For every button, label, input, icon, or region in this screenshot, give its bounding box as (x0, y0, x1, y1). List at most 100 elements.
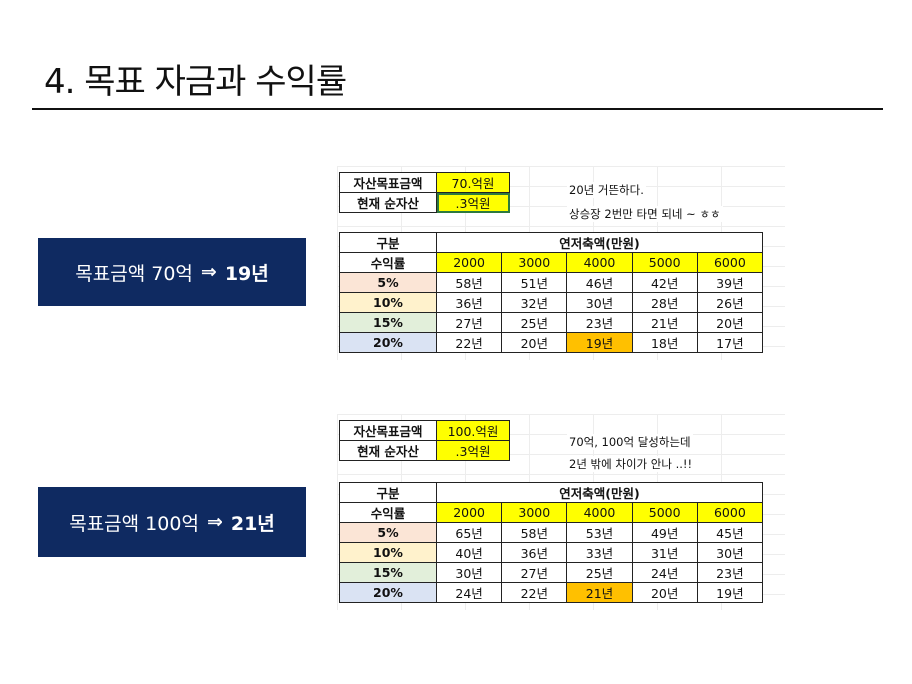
table-row: 15% 27년 25년 23년 21년 20년 (339, 312, 764, 333)
note-line-1: 20년 거뜬하다. (567, 182, 646, 198)
table-cell[interactable]: 32년 (501, 292, 568, 313)
asset-value-cell[interactable]: .3억원 (436, 192, 510, 213)
table-cell[interactable]: 20년 (501, 332, 568, 353)
rate-15: 15% (339, 562, 437, 583)
goal-inputs-table: 자산목표금액 70.억원 현재 순자산 .3억원 (339, 172, 510, 213)
table-cell[interactable]: 28년 (631, 292, 698, 313)
years-table-100: 구분 연저축액(만원) 수익률 2000 3000 4000 5000 6000… (339, 482, 764, 603)
col-2000[interactable]: 2000 (435, 252, 503, 273)
table-row: 15% 30년 27년 25년 24년 23년 (339, 562, 764, 583)
highlighted-cell[interactable]: 21년 (566, 582, 633, 603)
table-cell[interactable]: 42년 (631, 272, 698, 293)
rate-5: 5% (339, 522, 437, 543)
col-6000[interactable]: 6000 (696, 502, 764, 523)
header-category: 구분 (339, 232, 437, 253)
table-row: 5% 65년 58년 53년 49년 45년 (339, 522, 764, 543)
table-cell[interactable]: 20년 (631, 582, 698, 603)
goal-value-cell[interactable]: 100.억원 (436, 420, 510, 441)
rate-15: 15% (339, 312, 437, 333)
title-divider (32, 108, 883, 110)
table-cell[interactable]: 17년 (696, 332, 764, 353)
goal-value-cell[interactable]: 70.억원 (436, 172, 510, 193)
table-cell[interactable]: 23년 (566, 312, 633, 333)
table-cell[interactable]: 51년 (501, 272, 568, 293)
table-cell[interactable]: 31년 (631, 542, 698, 563)
asset-label: 현재 순자산 (339, 440, 437, 461)
table-cell[interactable]: 33년 (566, 542, 633, 563)
table-cell[interactable]: 25년 (501, 312, 568, 333)
table-cell[interactable]: 24년 (631, 562, 698, 583)
goal-label: 자산목표금액 (339, 420, 437, 441)
rate-10: 10% (339, 292, 437, 313)
table-cell[interactable]: 19년 (696, 582, 764, 603)
table-cell[interactable]: 30년 (566, 292, 633, 313)
arrow-icon: ⇒ (206, 511, 223, 533)
table-cell[interactable]: 46년 (566, 272, 633, 293)
table-cell[interactable]: 22년 (435, 332, 503, 353)
table-cell[interactable]: 58년 (501, 522, 568, 543)
col-3000[interactable]: 3000 (501, 252, 568, 273)
rate-20: 20% (339, 332, 437, 353)
highlighted-cell[interactable]: 19년 (566, 332, 633, 353)
table-row: 5% 58년 51년 46년 42년 39년 (339, 272, 764, 293)
col-2000[interactable]: 2000 (435, 502, 503, 523)
table-cell[interactable]: 18년 (631, 332, 698, 353)
table-cell[interactable]: 27년 (435, 312, 503, 333)
goal-label: 자산목표금액 (339, 172, 437, 193)
header-rate: 수익률 (339, 502, 437, 523)
table-row: 10% 36년 32년 30년 28년 26년 (339, 292, 764, 313)
header-savings: 연저축액(만원) (436, 482, 763, 503)
table-cell[interactable]: 49년 (631, 522, 698, 543)
banner-result: 19년 (224, 262, 269, 285)
table-cell[interactable]: 65년 (435, 522, 503, 543)
table-cell[interactable]: 36년 (435, 292, 503, 313)
goal-100-banner: 목표금액 100억 ⇒ 21년 (38, 487, 306, 557)
goal-70-banner: 목표금액 70억 ⇒ 19년 (38, 238, 306, 306)
table-row: 10% 40년 36년 33년 31년 30년 (339, 542, 764, 563)
banner-result: 21년 (230, 512, 275, 535)
table-cell[interactable]: 30년 (696, 542, 764, 563)
table-cell[interactable]: 23년 (696, 562, 764, 583)
col-3000[interactable]: 3000 (501, 502, 568, 523)
header-savings: 연저축액(만원) (436, 232, 763, 253)
table-cell[interactable]: 25년 (566, 562, 633, 583)
table-cell[interactable]: 21년 (631, 312, 698, 333)
note-line-1: 70억, 100억 달성하는데 (567, 434, 693, 450)
rate-10: 10% (339, 542, 437, 563)
col-4000[interactable]: 4000 (566, 252, 633, 273)
table-cell[interactable]: 40년 (435, 542, 503, 563)
note-line-2: 상승장 2번만 타면 되네 ~ ㅎㅎ (567, 206, 723, 222)
asset-value-cell[interactable]: .3억원 (436, 440, 510, 461)
arrow-icon: ⇒ (200, 261, 217, 283)
spreadsheet-section-70: 자산목표금액 70.억원 현재 순자산 .3억원 20년 거뜬하다. 상승장 2… (337, 166, 785, 360)
table-cell[interactable]: 26년 (696, 292, 764, 313)
goal-inputs-table: 자산목표금액 100.억원 현재 순자산 .3억원 (339, 420, 510, 461)
table-row: 20% 24년 22년 21년 20년 19년 (339, 582, 764, 603)
table-cell[interactable]: 24년 (435, 582, 503, 603)
rate-5: 5% (339, 272, 437, 293)
col-5000[interactable]: 5000 (631, 502, 698, 523)
table-cell[interactable]: 20년 (696, 312, 764, 333)
table-cell[interactable]: 45년 (696, 522, 764, 543)
header-rate: 수익률 (339, 252, 437, 273)
table-cell[interactable]: 53년 (566, 522, 633, 543)
spreadsheet-section-100: 자산목표금액 100.억원 현재 순자산 .3억원 70억, 100억 달성하는… (337, 414, 785, 610)
table-cell[interactable]: 30년 (435, 562, 503, 583)
table-cell[interactable]: 22년 (501, 582, 568, 603)
table-cell[interactable]: 58년 (435, 272, 503, 293)
table-cell[interactable]: 27년 (501, 562, 568, 583)
banner-text: 목표금액 70억 (75, 262, 193, 285)
table-cell[interactable]: 39년 (696, 272, 764, 293)
asset-label: 현재 순자산 (339, 192, 437, 213)
rate-20: 20% (339, 582, 437, 603)
years-table-70: 구분 연저축액(만원) 수익률 2000 3000 4000 5000 6000… (339, 232, 764, 353)
col-5000[interactable]: 5000 (631, 252, 698, 273)
page-title: 4. 목표 자금과 수익률 (44, 62, 347, 102)
banner-text: 목표금액 100억 (69, 512, 199, 535)
col-4000[interactable]: 4000 (566, 502, 633, 523)
header-category: 구분 (339, 482, 437, 503)
table-cell[interactable]: 36년 (501, 542, 568, 563)
note-line-2: 2년 밖에 차이가 안나 ..!! (567, 456, 695, 472)
col-6000[interactable]: 6000 (696, 252, 764, 273)
table-row: 20% 22년 20년 19년 18년 17년 (339, 332, 764, 353)
